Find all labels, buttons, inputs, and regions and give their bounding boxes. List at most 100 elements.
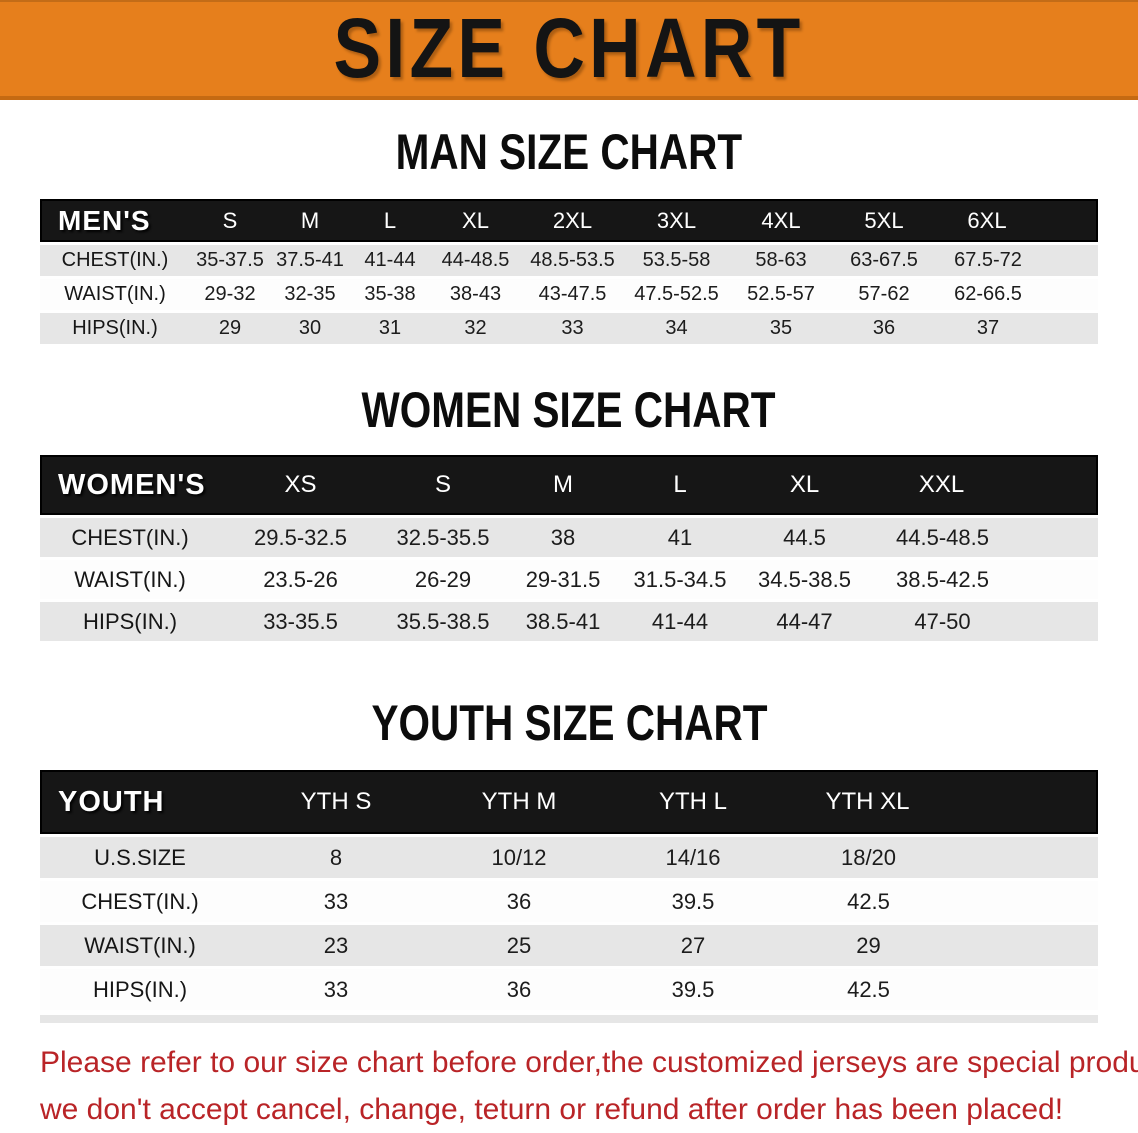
size-value-cell: 48.5-53.5	[521, 245, 624, 276]
size-value-cell: 44.5	[739, 518, 870, 557]
size-value-cell: 32-35	[270, 279, 350, 310]
size-column-header: YTH M	[432, 770, 606, 834]
size-value-cell: 63-67.5	[833, 245, 935, 276]
row-label: HIPS(IN.)	[40, 969, 240, 1010]
size-value-cell: 29-31.5	[505, 560, 621, 599]
size-value-cell: 39.5	[606, 881, 780, 922]
size-column-header: M	[270, 199, 350, 242]
size-column-header: YTH XL	[780, 770, 1098, 834]
table-title-cell: MEN'S	[40, 199, 190, 242]
notice-line-2: we don't accept cancel, change, teturn o…	[40, 1093, 1064, 1126]
size-value-cell: 35-37.5	[190, 245, 270, 276]
size-value-cell: 33	[240, 969, 432, 1010]
size-value-cell: 35	[729, 313, 833, 344]
size-value-cell: 39.5	[606, 969, 780, 1010]
size-column-header: XL	[430, 199, 521, 242]
size-value-cell: 41-44	[350, 245, 430, 276]
size-value-cell: 58-63	[729, 245, 833, 276]
size-value-cell: 23	[240, 925, 432, 966]
size-value-cell: 29.5-32.5	[220, 518, 381, 557]
table-title-cell: YOUTH	[40, 770, 240, 834]
size-column-header: M	[505, 455, 621, 515]
size-value-cell: 42.5	[780, 969, 1098, 1010]
size-column-header: YTH L	[606, 770, 780, 834]
row-label: CHEST(IN.)	[40, 245, 190, 276]
notice-line-1: Please refer to our size chart before or…	[40, 1046, 1138, 1079]
size-value-cell: 33	[240, 881, 432, 922]
size-value-cell: 34.5-38.5	[739, 560, 870, 599]
row-label: WAIST(IN.)	[40, 279, 190, 310]
size-value-cell: 33	[521, 313, 624, 344]
row-label: CHEST(IN.)	[40, 881, 240, 922]
size-value-cell: 38.5-41	[505, 602, 621, 641]
youth-section-heading: YOUTH SIZE CHART	[0, 698, 1138, 748]
size-value-cell: 44-48.5	[430, 245, 521, 276]
size-value-cell: 35-38	[350, 279, 430, 310]
size-value-cell: 37	[935, 313, 1098, 344]
table-row: WAIST(IN.) 23.5-26 26-29 29-31.5 31.5-34.5 34…	[40, 560, 1098, 599]
size-value-cell: 41-44	[621, 602, 739, 641]
size-value-cell: 44.5-48.5	[870, 518, 1098, 557]
size-value-cell: 36	[432, 969, 606, 1010]
footer-notice: Please refer to our size chart before or…	[0, 1039, 1138, 1133]
table-title-cell: WOMEN'S	[40, 455, 220, 515]
size-value-cell: 31	[350, 313, 430, 344]
size-value-cell: 32.5-35.5	[381, 518, 505, 557]
banner: SIZE CHART	[0, 0, 1138, 100]
size-column-header: 2XL	[521, 199, 624, 242]
table-row: U.S.SIZE 8 10/12 14/16 18/20	[40, 837, 1098, 878]
size-column-header: 6XL	[935, 199, 1098, 242]
table-row: HIPS(IN.) 33 36 39.5 42.5	[40, 969, 1098, 1010]
size-value-cell: 62-66.5	[935, 279, 1098, 310]
size-column-header: XS	[220, 455, 381, 515]
table-header-row: MEN'S S M L XL 2XL 3XL 4XL 5XL 6XL	[40, 199, 1098, 242]
size-column-header: YTH S	[240, 770, 432, 834]
table-row: WAIST(IN.) 23 25 27 29	[40, 925, 1098, 966]
men-section: MAN SIZE CHART MEN'S S M L XL 2XL 3XL 4XL 5XL 6XL…	[0, 127, 1138, 347]
women-size-table: WOMEN'S XS S M L XL XXL CHEST(IN.) 29.5-32.5 32.5…	[40, 452, 1098, 644]
men-size-table: MEN'S S M L XL 2XL 3XL 4XL 5XL 6XL CHEST(IN.) 35-37…	[40, 196, 1098, 347]
size-value-cell: 18/20	[780, 837, 1098, 878]
size-value-cell: 14/16	[606, 837, 780, 878]
size-value-cell: 36	[833, 313, 935, 344]
men-section-heading: MAN SIZE CHART	[0, 127, 1138, 177]
size-column-header: XXL	[870, 455, 1098, 515]
size-value-cell: 27	[606, 925, 780, 966]
row-label: U.S.SIZE	[40, 837, 240, 878]
row-label: WAIST(IN.)	[40, 925, 240, 966]
size-value-cell: 31.5-34.5	[621, 560, 739, 599]
youth-size-table: YOUTH YTH S YTH M YTH L YTH XL U.S.SIZE 8 10/12…	[40, 767, 1098, 1013]
size-value-cell: 34	[624, 313, 729, 344]
table-row: HIPS(IN.) 33-35.5 35.5-38.5 38.5-41 41-44 44-…	[40, 602, 1098, 641]
size-column-header: L	[621, 455, 739, 515]
size-value-cell: 38.5-42.5	[870, 560, 1098, 599]
size-value-cell: 29	[780, 925, 1098, 966]
row-label: WAIST(IN.)	[40, 560, 220, 599]
size-value-cell: 38	[505, 518, 621, 557]
women-section-heading: WOMEN SIZE CHART	[0, 385, 1138, 435]
size-value-cell: 25	[432, 925, 606, 966]
size-value-cell: 23.5-26	[220, 560, 381, 599]
size-value-cell: 47-50	[870, 602, 1098, 641]
table-row: HIPS(IN.) 29 30 31 32 33 34 35 36 37	[40, 313, 1098, 344]
size-column-header: 5XL	[833, 199, 935, 242]
size-column-header: S	[190, 199, 270, 242]
size-column-header: L	[350, 199, 430, 242]
size-column-header: XL	[739, 455, 870, 515]
size-value-cell: 43-47.5	[521, 279, 624, 310]
size-value-cell: 37.5-41	[270, 245, 350, 276]
table-row: WAIST(IN.) 29-32 32-35 35-38 38-43 43-47.5 47.…	[40, 279, 1098, 310]
size-value-cell: 52.5-57	[729, 279, 833, 310]
size-value-cell: 29-32	[190, 279, 270, 310]
size-value-cell: 29	[190, 313, 270, 344]
size-value-cell: 38-43	[430, 279, 521, 310]
size-column-header: 3XL	[624, 199, 729, 242]
size-value-cell: 47.5-52.5	[624, 279, 729, 310]
women-section-heading-text: WOMEN SIZE CHART	[362, 382, 776, 438]
size-value-cell: 41	[621, 518, 739, 557]
youth-section: YOUTH SIZE CHART YOUTH YTH S YTH M YTH L YTH…	[0, 698, 1138, 1023]
row-label: CHEST(IN.)	[40, 518, 220, 557]
youth-table-bottom-strip	[40, 1015, 1098, 1023]
table-header-row: YOUTH YTH S YTH M YTH L YTH XL	[40, 770, 1098, 834]
